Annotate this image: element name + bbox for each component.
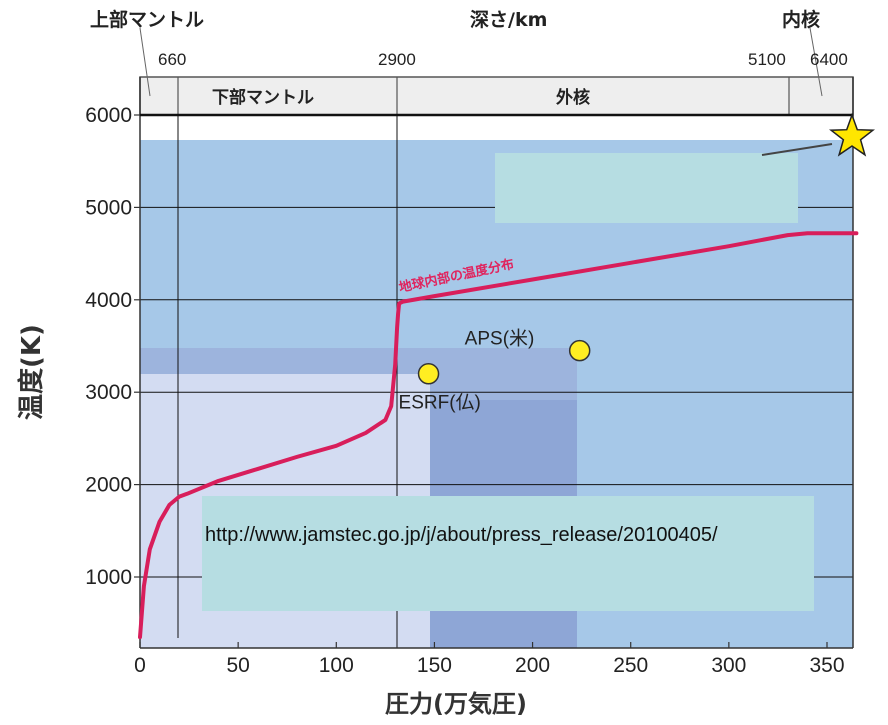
depth-tick-6400: 6400 — [810, 50, 848, 69]
x-tick-labels: 0 50 100 150 200 250 300 350 — [134, 642, 845, 677]
axes — [139, 77, 854, 649]
data-point-label-0: APS(米) — [465, 328, 535, 350]
x-tick-label-200: 200 — [515, 654, 550, 677]
y-tick-label-3000: 3000 — [85, 381, 132, 404]
y-tick-label-5000: 5000 — [85, 196, 132, 219]
temperature-curve — [138, 231, 859, 640]
overlay-box-bottom — [202, 496, 814, 611]
x-tick-label-350: 350 — [809, 654, 844, 677]
y-axis-label: 温度(K) — [16, 324, 47, 420]
data-point-0 — [568, 339, 591, 362]
x-tick-label-150: 150 — [417, 654, 452, 677]
data-points: APS(米) ESRF(仏) — [399, 328, 591, 414]
depth-title: 深さ/km — [470, 8, 547, 31]
x-tick-label-0: 0 — [134, 654, 146, 677]
upper-mantle-label: 上部マントル — [90, 8, 204, 31]
data-point-1 — [417, 362, 440, 385]
star-leader — [761, 143, 833, 156]
outer-core-label: 外核 — [556, 87, 590, 108]
data-point-label-1: ESRF(仏) — [399, 393, 481, 414]
depth-band: 上部マントル 深さ/km 内核 660 2900 5100 6400 下部マント… — [90, 8, 854, 116]
y-tick-label-4000: 4000 — [85, 289, 132, 312]
star-icon — [829, 112, 875, 157]
lower-mantle-label: 下部マントル — [212, 87, 314, 108]
depth-tick-2900: 2900 — [378, 50, 416, 69]
inner-core-label: 内核 — [782, 8, 820, 31]
x-tick-label-100: 100 — [319, 654, 354, 677]
source-url: http://www.jamstec.go.jp/j/about/press_r… — [205, 524, 718, 546]
overlay-box-top — [495, 153, 798, 223]
depth-tick-660: 660 — [158, 50, 186, 69]
y-tick-labels: 1000 2000 3000 4000 5000 6000 — [85, 104, 140, 589]
x-axis-label: 圧力(万気圧) — [385, 690, 527, 718]
depth-band-frame — [139, 76, 854, 116]
y-tick-label-6000: 6000 — [85, 104, 132, 127]
y-tick-label-2000: 2000 — [85, 474, 132, 497]
leader-upper-mantle — [139, 27, 151, 97]
leader-inner-core — [809, 27, 823, 97]
depth-tick-5100: 5100 — [748, 50, 786, 69]
x-tick-label-250: 250 — [613, 654, 648, 677]
x-tick-label-300: 300 — [711, 654, 746, 677]
y-tick-label-1000: 1000 — [85, 566, 132, 589]
x-tick-label-50: 50 — [226, 654, 249, 677]
